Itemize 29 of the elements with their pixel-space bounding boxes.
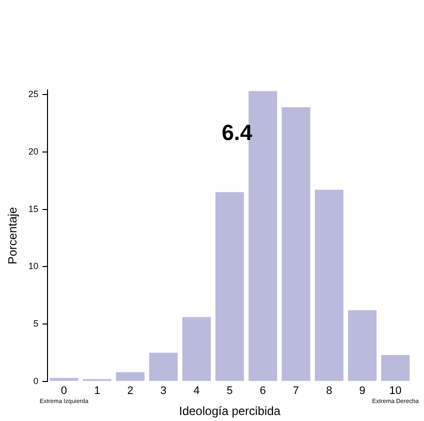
y-tick-label: 25: [28, 89, 38, 100]
x-tick-label: 4: [194, 385, 200, 398]
bar: [182, 317, 211, 381]
bar: [149, 352, 178, 381]
x-tick-label: 1: [94, 385, 100, 398]
annotation: 6.4: [222, 120, 254, 145]
bar: [381, 355, 410, 381]
x-tick-label: 5: [226, 385, 233, 398]
bar: [116, 372, 145, 381]
bar: [314, 190, 344, 381]
x-tick-label: 0: [60, 385, 68, 398]
x-tick-label: 8: [326, 385, 332, 398]
bar: [348, 310, 377, 381]
y-axis-title: Porcentaje: [6, 206, 20, 264]
bar: [215, 192, 244, 381]
y-tick-label: 5: [33, 318, 38, 329]
bar: [282, 107, 310, 381]
y-tick-label: 15: [28, 204, 38, 214]
x-tick-label: 7: [292, 385, 300, 398]
bar: [50, 378, 78, 381]
x-tick-label: 2: [127, 385, 134, 398]
x-axis-title: Ideología percibida: [178, 404, 281, 418]
x-tick-label: 6: [260, 385, 266, 398]
x-tick-label: 10: [389, 385, 402, 398]
x-tick-label: 3: [160, 385, 166, 398]
y-tick-label: 20: [28, 146, 38, 156]
y-tick-label: 10: [28, 261, 38, 272]
y-tick-label: 0: [33, 376, 38, 386]
x-tick-label: 9: [359, 385, 366, 398]
